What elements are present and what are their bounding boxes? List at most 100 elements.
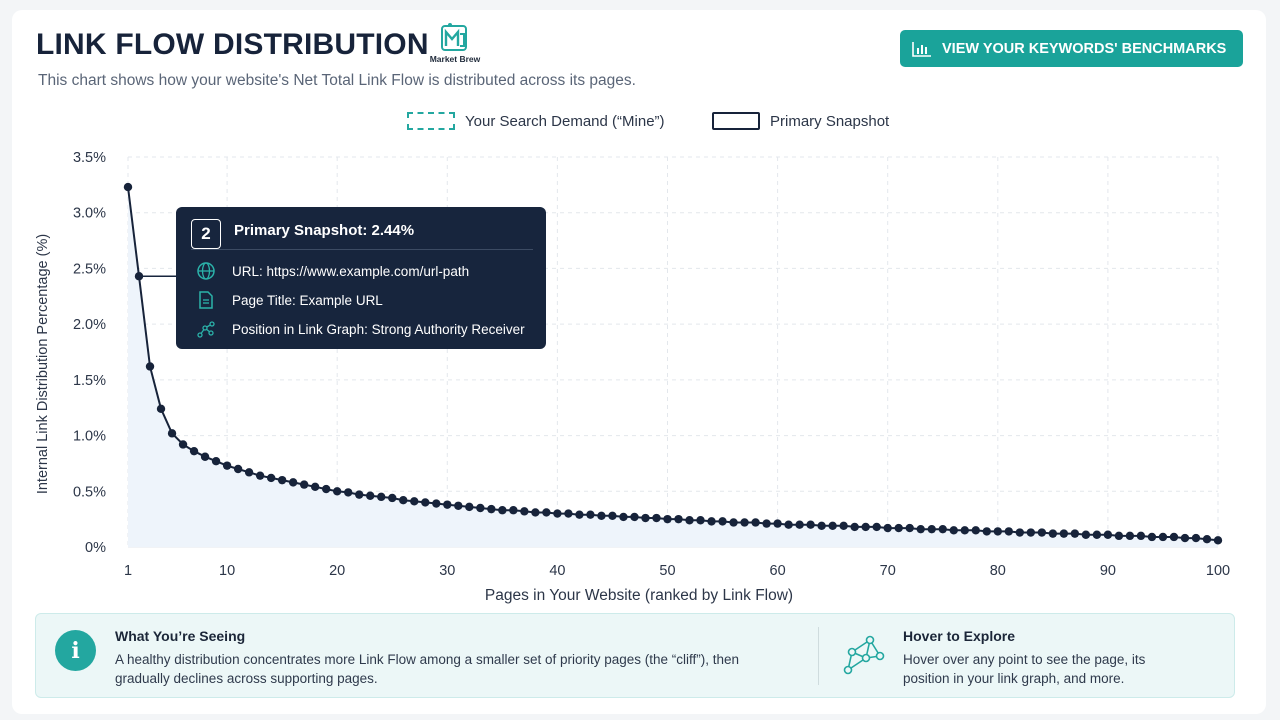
data-point[interactable] <box>388 493 397 503</box>
legend-item-snapshot[interactable]: Primary Snapshot <box>712 112 889 130</box>
data-point[interactable] <box>575 510 584 519</box>
data-point[interactable] <box>178 440 188 449</box>
data-point[interactable] <box>553 509 562 518</box>
data-point[interactable] <box>883 523 892 533</box>
data-point[interactable] <box>696 516 705 525</box>
data-point[interactable] <box>685 516 694 525</box>
data-point[interactable] <box>200 452 210 461</box>
data-point[interactable] <box>795 520 804 529</box>
data-point[interactable] <box>872 522 881 532</box>
data-point[interactable] <box>597 511 606 520</box>
data-point[interactable] <box>993 527 1002 536</box>
view-benchmarks-button[interactable]: VIEW YOUR KEYWORDS' BENCHMARKS <box>900 30 1243 67</box>
data-point[interactable] <box>432 499 441 508</box>
data-point[interactable] <box>927 524 936 534</box>
data-point[interactable] <box>255 471 265 480</box>
data-point[interactable] <box>377 492 386 502</box>
data-point[interactable] <box>707 517 716 526</box>
data-point[interactable] <box>586 510 595 519</box>
data-point[interactable] <box>784 520 793 529</box>
data-point[interactable] <box>817 521 826 531</box>
data-point[interactable] <box>1015 528 1025 537</box>
data-point[interactable] <box>861 522 870 532</box>
data-point[interactable] <box>123 182 133 192</box>
data-point[interactable] <box>905 523 914 533</box>
data-point[interactable] <box>222 461 232 470</box>
data-point[interactable] <box>971 526 980 535</box>
data-point[interactable] <box>1059 529 1069 538</box>
data-point[interactable] <box>1158 532 1168 542</box>
data-point[interactable] <box>938 524 947 534</box>
data-point[interactable] <box>410 497 419 506</box>
data-point[interactable] <box>310 482 320 492</box>
data-point[interactable] <box>321 484 331 494</box>
data-point[interactable] <box>806 520 815 529</box>
data-point[interactable] <box>465 502 474 512</box>
data-point[interactable] <box>421 498 430 507</box>
data-point[interactable] <box>641 513 650 523</box>
data-point[interactable] <box>443 500 452 509</box>
data-point[interactable] <box>487 504 496 514</box>
data-point[interactable] <box>663 514 672 524</box>
data-point[interactable] <box>266 473 276 483</box>
data-point[interactable] <box>1048 529 1058 538</box>
data-point[interactable] <box>233 464 243 474</box>
data-point[interactable] <box>211 457 221 466</box>
data-point[interactable] <box>145 362 155 371</box>
data-point[interactable] <box>1147 532 1157 542</box>
data-point[interactable] <box>630 512 639 522</box>
data-point[interactable] <box>244 468 254 477</box>
data-point[interactable] <box>718 517 727 526</box>
data-point[interactable] <box>1213 536 1223 545</box>
data-point[interactable] <box>167 429 177 438</box>
data-point[interactable] <box>1026 528 1036 537</box>
data-point[interactable] <box>1103 530 1113 539</box>
data-point[interactable] <box>454 501 463 510</box>
data-point[interactable] <box>344 488 353 497</box>
data-point[interactable] <box>520 507 529 516</box>
data-point[interactable] <box>476 503 485 513</box>
data-point[interactable] <box>1092 530 1102 539</box>
data-point[interactable] <box>1081 530 1091 539</box>
data-point[interactable] <box>674 514 683 524</box>
data-point[interactable] <box>894 523 903 533</box>
data-point[interactable] <box>277 475 287 485</box>
data-point[interactable] <box>332 487 342 496</box>
data-point[interactable] <box>509 506 518 515</box>
legend-item-demand[interactable]: Your Search Demand (“Mine”) <box>407 112 665 130</box>
data-point[interactable] <box>366 491 375 500</box>
data-point[interactable] <box>288 478 298 487</box>
data-point[interactable] <box>619 512 628 522</box>
data-point[interactable] <box>773 519 782 528</box>
data-point[interactable] <box>1169 532 1179 542</box>
data-point[interactable] <box>916 524 925 534</box>
data-point[interactable] <box>498 506 507 515</box>
data-point[interactable] <box>299 480 309 489</box>
data-point[interactable] <box>960 526 969 535</box>
data-point[interactable] <box>762 519 771 528</box>
data-point[interactable] <box>399 496 408 505</box>
data-point[interactable] <box>982 527 991 536</box>
data-point[interactable] <box>1004 527 1014 536</box>
data-point[interactable] <box>828 521 837 531</box>
data-point[interactable] <box>1180 533 1190 543</box>
data-point[interactable] <box>729 518 738 527</box>
data-point[interactable] <box>1125 531 1135 541</box>
data-point[interactable] <box>1070 529 1080 538</box>
data-point[interactable] <box>949 526 958 535</box>
data-point[interactable] <box>189 446 199 456</box>
data-point[interactable] <box>1037 528 1047 537</box>
data-point[interactable] <box>740 518 749 527</box>
data-point[interactable] <box>652 513 661 523</box>
data-point[interactable] <box>564 509 573 518</box>
data-point[interactable] <box>1136 531 1146 541</box>
data-point[interactable] <box>156 404 166 414</box>
data-point[interactable] <box>751 518 760 527</box>
data-point[interactable] <box>355 490 364 499</box>
data-point[interactable] <box>1202 535 1212 544</box>
data-point[interactable] <box>850 522 859 532</box>
data-point[interactable] <box>531 508 540 517</box>
data-point[interactable] <box>1191 533 1201 543</box>
data-point[interactable] <box>1114 531 1124 541</box>
data-point[interactable] <box>608 511 617 520</box>
